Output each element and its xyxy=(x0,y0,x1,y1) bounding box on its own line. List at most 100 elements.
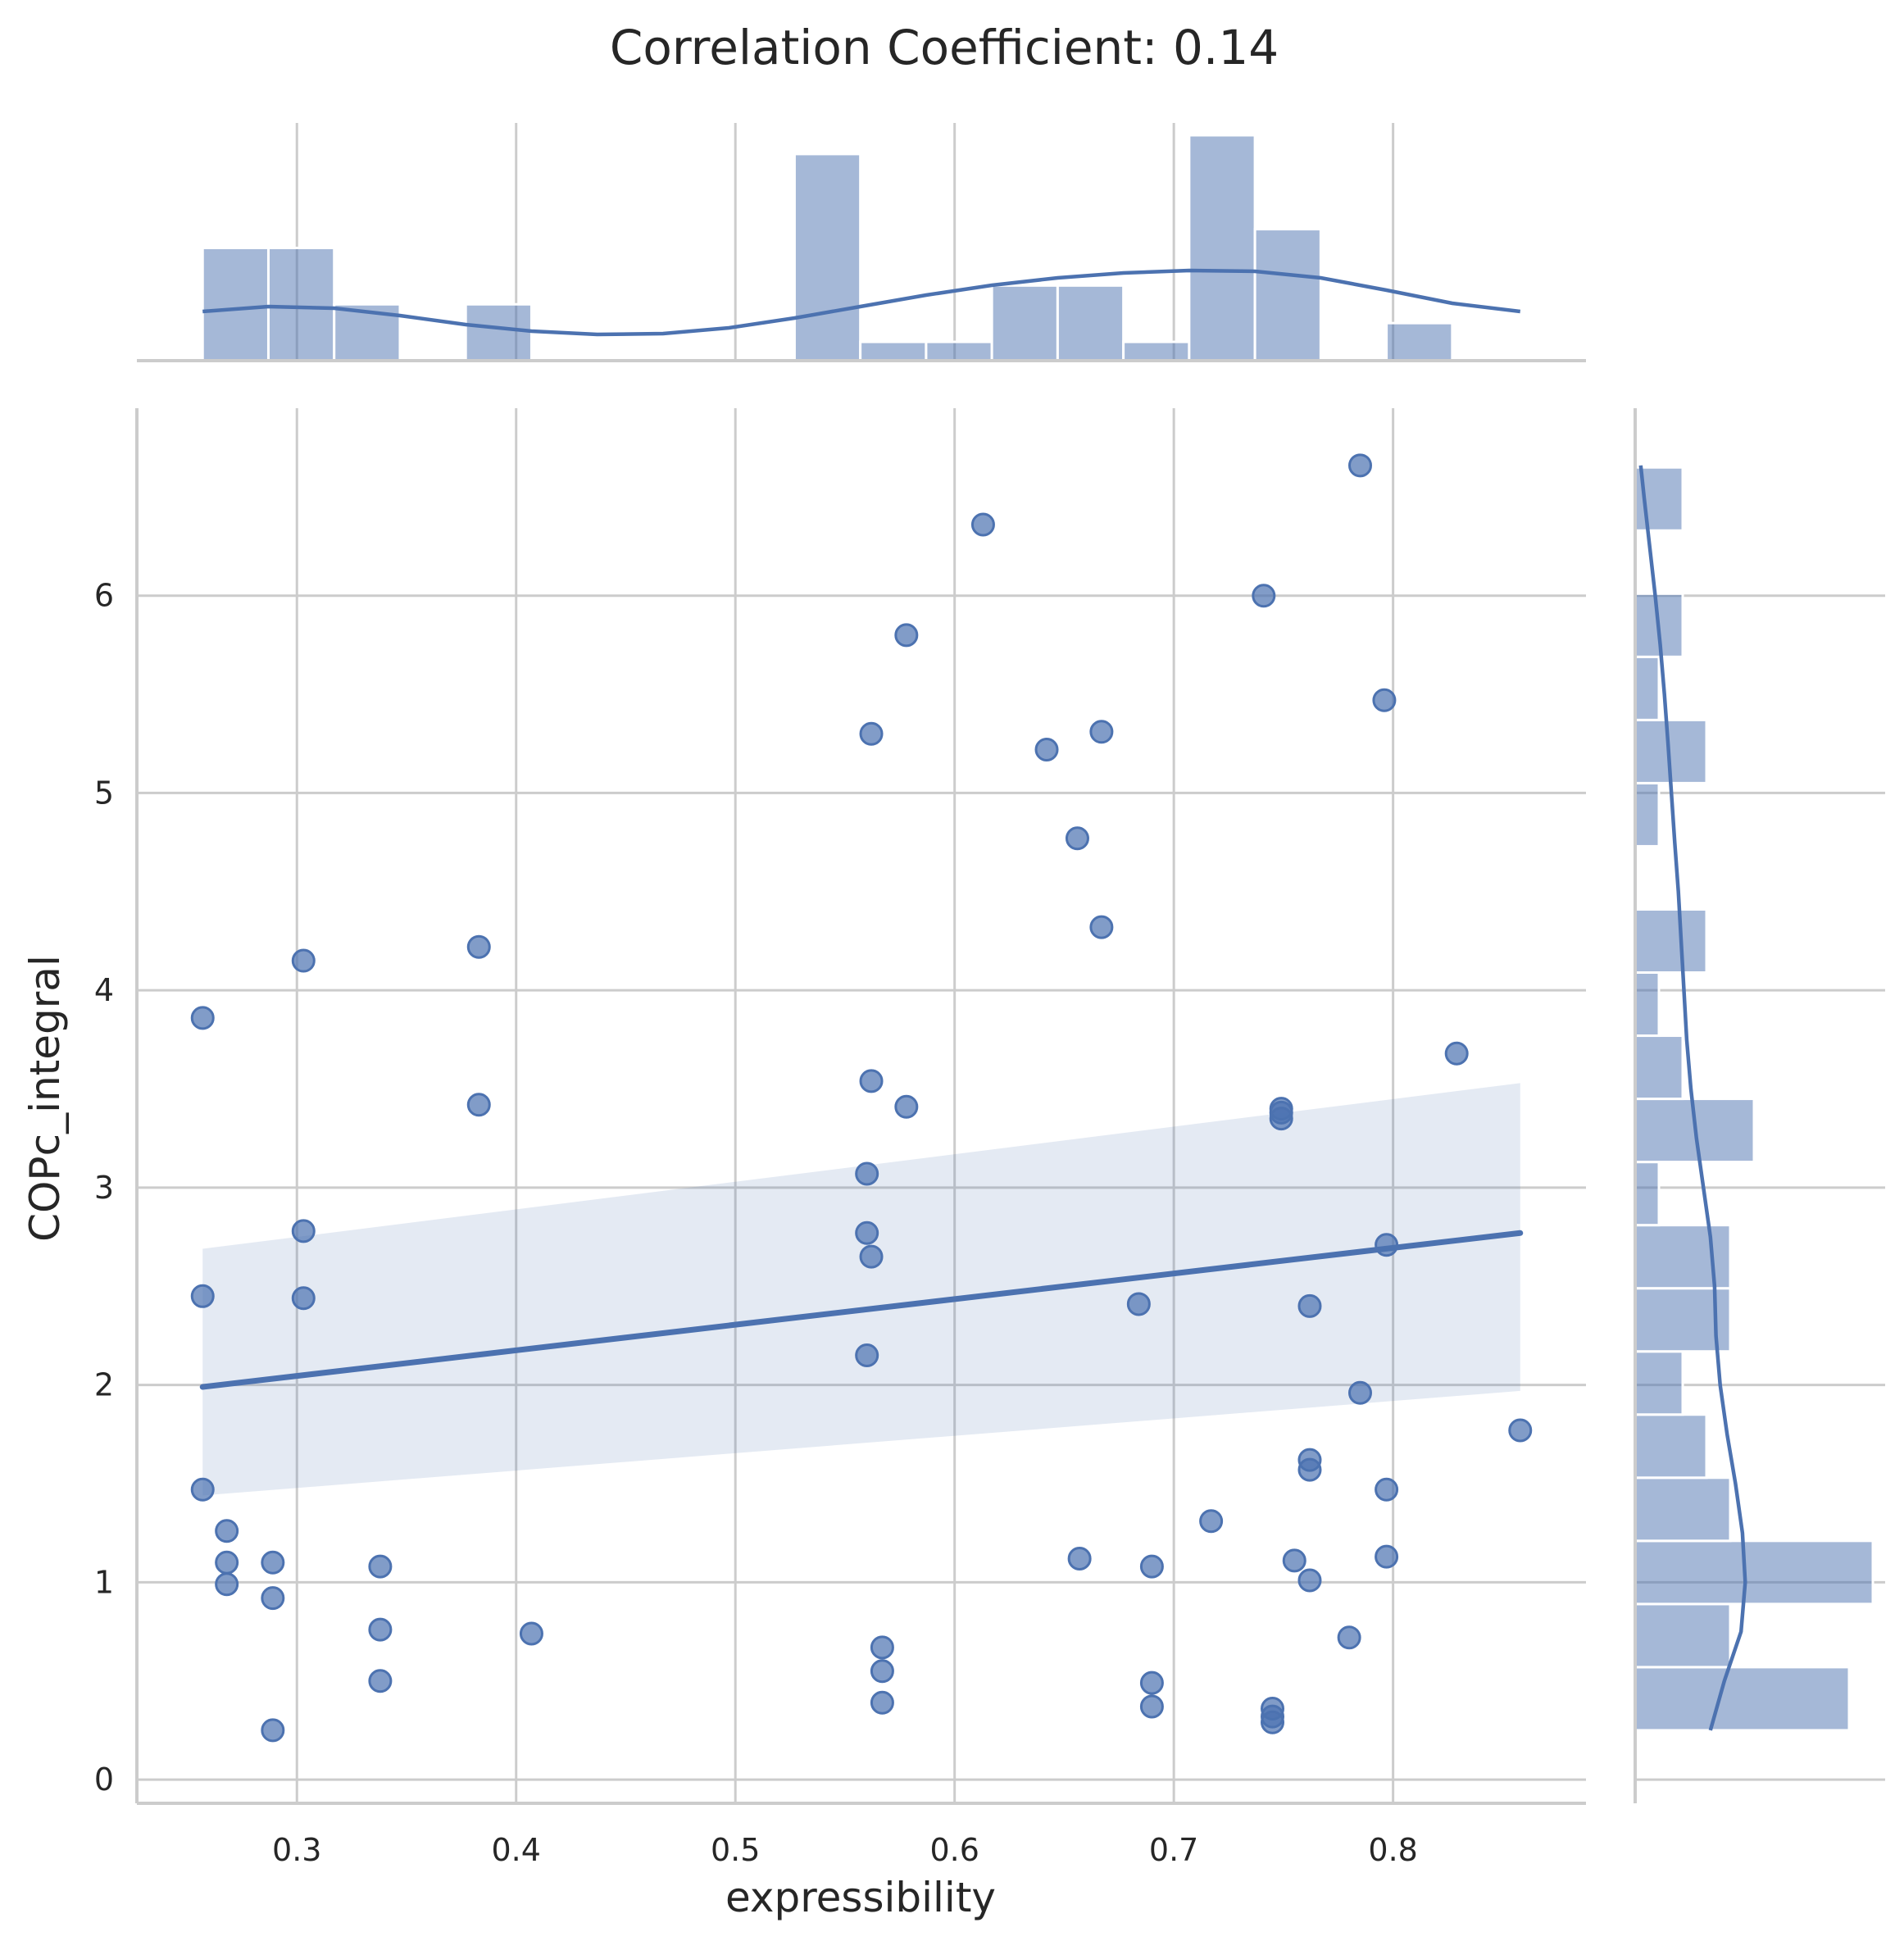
y-histogram-bar xyxy=(1634,1161,1661,1227)
scatter-point xyxy=(1067,1546,1092,1571)
y-histogram-bar xyxy=(1634,907,1708,975)
scatter-point xyxy=(190,1006,215,1030)
y-tick-label: 3 xyxy=(94,1170,114,1206)
y-histogram-bar xyxy=(1634,781,1661,848)
scatter-point xyxy=(1139,1554,1164,1579)
y-tick-label: 0 xyxy=(94,1761,114,1798)
scatter-point xyxy=(859,1244,884,1269)
scatter-point xyxy=(1297,1568,1322,1593)
y-histogram-bar xyxy=(1634,1666,1851,1732)
scatter-point xyxy=(1261,1710,1285,1734)
scatter-point xyxy=(1372,688,1397,712)
x-tick-label: 0.5 xyxy=(711,1832,760,1868)
scatter-point xyxy=(1444,1041,1469,1066)
y-histogram-bar xyxy=(1634,1476,1732,1543)
scatter-point xyxy=(1139,1694,1164,1719)
x-histogram-bar xyxy=(793,152,862,362)
scatter-points xyxy=(190,453,1533,1743)
y-tick-label: 6 xyxy=(94,578,114,614)
regression-line xyxy=(199,1230,1524,1390)
y-tick-label: 4 xyxy=(94,972,114,1008)
x-tick-label: 0.7 xyxy=(1149,1832,1198,1868)
scatter-point xyxy=(190,1477,215,1502)
scatter-point xyxy=(261,1550,285,1575)
scatter-gridlines xyxy=(137,408,1586,1803)
x-marginal-kde-curve xyxy=(202,268,1521,337)
scatter-point xyxy=(1089,915,1114,939)
scatter-point xyxy=(291,1219,316,1243)
x-histogram-bar xyxy=(859,340,928,362)
scatter-point xyxy=(859,721,884,746)
scatter-point xyxy=(1065,826,1089,851)
x-tick-label: 0.3 xyxy=(272,1832,321,1868)
chart-title: Correlation Coefficient: 0.14 xyxy=(610,20,1279,75)
x-histogram-bar xyxy=(464,302,533,362)
scatter-point xyxy=(870,1659,894,1684)
x-axis-label: expressibility xyxy=(725,1874,996,1921)
y-histogram-bar xyxy=(1634,1413,1708,1480)
scatter-point xyxy=(1375,1544,1399,1569)
y-histogram-bar xyxy=(1634,655,1661,721)
scatter-panel: 0.3 0.4 0.5 0.6 0.7 0.8 0 1 2 3 4 5 6 xyxy=(94,408,1586,1868)
scatter-point xyxy=(855,1343,879,1368)
x-histogram-bar xyxy=(1122,340,1191,362)
scatter-point xyxy=(261,1586,285,1611)
scatter-point xyxy=(894,1094,919,1119)
scatter-point xyxy=(1252,584,1276,608)
x-histogram-bar xyxy=(925,340,993,362)
y-tick-label: 2 xyxy=(94,1367,114,1403)
x-histogram-bar xyxy=(1188,134,1256,362)
scatter-point xyxy=(519,1621,543,1646)
scatter-point xyxy=(368,1554,393,1579)
y-histogram-bar xyxy=(1634,1602,1732,1669)
scatter-point xyxy=(291,1286,316,1311)
scatter-point xyxy=(1375,1233,1399,1257)
scatter-point xyxy=(870,1690,894,1715)
scatter-point xyxy=(855,1161,879,1186)
scatter-point xyxy=(368,1669,393,1693)
scatter-point xyxy=(1139,1671,1164,1695)
scatter-point xyxy=(215,1550,239,1575)
y-marginal-histogram xyxy=(1634,408,1885,1803)
scatter-point xyxy=(466,1093,491,1117)
y-marginal-kde-curve xyxy=(1638,465,1747,1731)
y-histogram-bar xyxy=(1634,1539,1874,1606)
scatter-point xyxy=(870,1635,894,1660)
x-histogram-bar xyxy=(266,247,336,362)
scatter-point xyxy=(1337,1625,1361,1650)
x-tick-labels: 0.3 0.4 0.5 0.6 0.7 0.8 xyxy=(272,1832,1418,1868)
scatter-point xyxy=(368,1617,393,1642)
scatter-point xyxy=(1348,453,1373,478)
scatter-point xyxy=(1199,1509,1224,1534)
y-tick-labels: 0 1 2 3 4 5 6 xyxy=(94,578,114,1798)
y-histogram-bar xyxy=(1634,1350,1684,1416)
scatter-point xyxy=(215,1572,239,1597)
scatter-point xyxy=(261,1718,285,1743)
scatter-point xyxy=(970,512,995,537)
y-tick-label: 5 xyxy=(94,775,114,811)
y-tick-label: 1 xyxy=(94,1564,114,1600)
scatter-point xyxy=(1508,1418,1533,1443)
x-tick-label: 0.8 xyxy=(1368,1832,1417,1868)
x-histogram-bar xyxy=(1385,321,1454,362)
scatter-point xyxy=(1297,1293,1322,1318)
scatter-point xyxy=(1282,1548,1306,1573)
y-marginal-bars xyxy=(1634,466,1874,1732)
x-tick-label: 0.4 xyxy=(492,1832,541,1868)
x-histogram-bar xyxy=(1056,284,1125,362)
x-marginal-histogram xyxy=(137,123,1586,362)
x-marginal-bars xyxy=(201,134,1454,362)
x-tick-label: 0.6 xyxy=(929,1832,979,1868)
scatter-point xyxy=(894,623,919,648)
y-axis-label: COPc_integral xyxy=(21,955,69,1242)
scatter-point xyxy=(190,1284,215,1308)
y-histogram-bar xyxy=(1634,971,1661,1038)
scatter-point xyxy=(1126,1292,1151,1316)
y-histogram-bar xyxy=(1634,1034,1684,1101)
scatter-point xyxy=(1375,1477,1399,1502)
scatter-point xyxy=(1348,1380,1373,1405)
scatter-point xyxy=(859,1069,884,1093)
scatter-point xyxy=(1269,1107,1293,1131)
x-histogram-bar xyxy=(990,284,1059,362)
